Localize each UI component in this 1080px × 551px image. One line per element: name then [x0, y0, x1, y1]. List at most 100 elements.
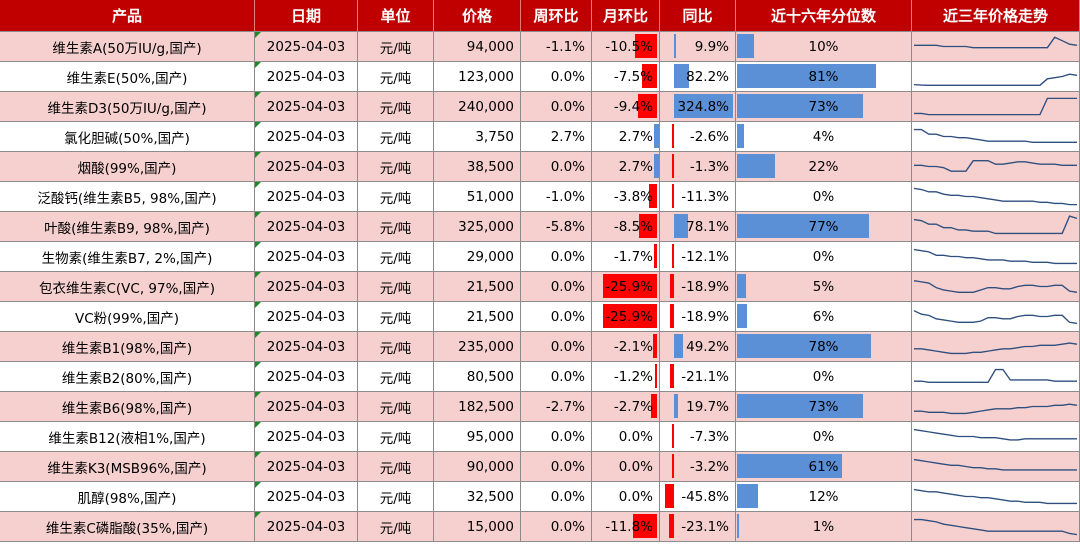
- table-row[interactable]: 维生素D3(50万IU/g,国产) 2025-04-03 元/吨 240,000 0.0…: [0, 92, 1080, 122]
- unit-cell: 元/吨: [358, 62, 434, 92]
- percentile-bar: [737, 454, 842, 478]
- trend-cell: [912, 452, 1080, 482]
- price-cell: 32,500: [434, 482, 521, 512]
- mom-bar: [653, 244, 657, 268]
- unit-value: 元/吨: [379, 340, 412, 357]
- unit-value: 元/吨: [379, 460, 412, 477]
- table-row[interactable]: 包衣维生素C(VC, 97%,国产) 2025-04-03 元/吨 21,500 0.0…: [0, 272, 1080, 302]
- trend-line: [913, 160, 1078, 172]
- mom-cell: -2.1%: [592, 332, 660, 362]
- header-wow[interactable]: 周环比: [521, 0, 592, 32]
- yoy-cell: 78.1%: [660, 212, 736, 242]
- table-row[interactable]: 维生素A(50万IU/g,国产) 2025-04-03 元/吨 94,000 -1.1%…: [0, 32, 1080, 62]
- table-row[interactable]: VC粉(99%,国产) 2025-04-03 元/吨 21,500 0.0% -25.9%…: [0, 302, 1080, 332]
- header-trend[interactable]: 近三年价格走势: [912, 0, 1080, 32]
- date-value: 2025-04-03: [266, 218, 346, 235]
- trend-line: [913, 428, 1078, 441]
- mom-value: -25.9%: [605, 278, 653, 295]
- table-row[interactable]: 生物素(维生素B7, 2%,国产) 2025-04-03 元/吨 29,000 0.0%…: [0, 242, 1080, 272]
- trend-line: [913, 342, 1078, 355]
- header-price[interactable]: 价格: [434, 0, 521, 32]
- table-row[interactable]: 维生素B6(98%,国产) 2025-04-03 元/吨 182,500 -2.7% -2…: [0, 392, 1080, 422]
- table-row[interactable]: 维生素C磷脂酸(35%,国产) 2025-04-03 元/吨 15,000 0.0% -1…: [0, 512, 1080, 542]
- table-row[interactable]: 维生素B12(液相1%,国产) 2025-04-03 元/吨 95,000 0.0% 0.…: [0, 422, 1080, 452]
- yoy-value: 78.1%: [686, 218, 729, 235]
- yoy-cell: -21.1%: [660, 362, 736, 392]
- mom-cell: -3.8%: [592, 182, 660, 212]
- wow-cell: 0.0%: [521, 92, 592, 122]
- product-cell: 维生素B12(液相1%,国产): [0, 422, 255, 452]
- comment-marker: [255, 242, 261, 248]
- yoy-bar: [671, 244, 674, 268]
- date-cell: 2025-04-03: [255, 482, 358, 512]
- price-value: 15,000: [466, 518, 514, 535]
- yoy-bar: [674, 334, 683, 358]
- table-row[interactable]: 维生素K3(MSB96%,国产) 2025-04-03 元/吨 90,000 0.0% 0…: [0, 452, 1080, 482]
- percentile-cell: 81%: [736, 62, 912, 92]
- price-value: 182,500: [458, 398, 514, 415]
- product-cell: 生物素(维生素B7, 2%,国产): [0, 242, 255, 272]
- table-row[interactable]: 维生素B2(80%,国产) 2025-04-03 元/吨 80,500 0.0% -1.2…: [0, 362, 1080, 392]
- yoy-value: -21.1%: [681, 368, 729, 385]
- mom-value: 0.0%: [618, 428, 653, 445]
- table-row[interactable]: 泛酸钙(维生素B5, 98%,国产) 2025-04-03 元/吨 51,000 -1.…: [0, 182, 1080, 212]
- comment-marker: [255, 452, 261, 458]
- trend-cell: [912, 272, 1080, 302]
- table-header: 产品 日期 单位 价格 周环比 月环比 同比 近十六年分位数 近三年价格走势: [0, 0, 1080, 32]
- mom-value: -9.4%: [613, 98, 653, 115]
- unit-cell: 元/吨: [358, 302, 434, 332]
- header-yoy[interactable]: 同比: [660, 0, 736, 32]
- mom-value: 2.7%: [618, 158, 653, 175]
- mom-cell: -10.5%: [592, 32, 660, 62]
- unit-value: 元/吨: [379, 100, 412, 117]
- comment-marker: [255, 32, 261, 38]
- price-value: 90,000: [466, 458, 514, 475]
- unit-cell: 元/吨: [358, 92, 434, 122]
- table-row[interactable]: 肌醇(98%,国产) 2025-04-03 元/吨 32,500 0.0% 0.0% -45…: [0, 482, 1080, 512]
- yoy-value: -7.3%: [689, 428, 729, 445]
- date-value: 2025-04-03: [266, 428, 346, 445]
- yoy-cell: -23.1%: [660, 512, 736, 542]
- percentile-cell: 4%: [736, 122, 912, 152]
- table-row[interactable]: 维生素B1(98%,国产) 2025-04-03 元/吨 235,000 0.0% -2.…: [0, 332, 1080, 362]
- table-row[interactable]: 氯化胆碱(50%,国产) 2025-04-03 元/吨 3,750 2.7% 2.7% -2…: [0, 122, 1080, 152]
- trend-cell: [912, 362, 1080, 392]
- yoy-cell: 49.2%: [660, 332, 736, 362]
- product-name: 叶酸(维生素B9, 98%,国产): [44, 220, 210, 237]
- product-cell: 泛酸钙(维生素B5, 98%,国产): [0, 182, 255, 212]
- unit-value: 元/吨: [379, 160, 412, 177]
- mom-bar: [649, 184, 657, 208]
- table-row[interactable]: 叶酸(维生素B9, 98%,国产) 2025-04-03 元/吨 325,000 -5.…: [0, 212, 1080, 242]
- date-cell: 2025-04-03: [255, 422, 358, 452]
- comment-marker: [255, 362, 261, 368]
- header-mom[interactable]: 月环比: [592, 0, 660, 32]
- unit-value: 元/吨: [379, 130, 412, 147]
- header-percentile[interactable]: 近十六年分位数: [736, 0, 912, 32]
- unit-cell: 元/吨: [358, 392, 434, 422]
- mom-cell: -25.9%: [592, 302, 660, 332]
- yoy-bar: [671, 184, 674, 208]
- yoy-cell: -18.9%: [660, 302, 736, 332]
- unit-cell: 元/吨: [358, 32, 434, 62]
- trend-cell: [912, 332, 1080, 362]
- trend-sparkline: [913, 458, 1078, 471]
- trend-line: [913, 36, 1078, 49]
- yoy-cell: -1.3%: [660, 152, 736, 182]
- table-row[interactable]: 维生素E(50%,国产) 2025-04-03 元/吨 123,000 0.0% -7.5…: [0, 62, 1080, 92]
- yoy-cell: -45.8%: [660, 482, 736, 512]
- yoy-value: 19.7%: [686, 398, 729, 415]
- header-unit[interactable]: 单位: [358, 0, 434, 32]
- trend-line: [913, 128, 1078, 143]
- yoy-value: -1.3%: [689, 158, 729, 175]
- header-product[interactable]: 产品: [0, 0, 255, 32]
- percentile-cell: 0%: [736, 242, 912, 272]
- price-cell: 15,000: [434, 512, 521, 542]
- date-cell: 2025-04-03: [255, 332, 358, 362]
- header-date[interactable]: 日期: [255, 0, 358, 32]
- mom-cell: -2.7%: [592, 392, 660, 422]
- table-row[interactable]: 烟酸(99%,国产) 2025-04-03 元/吨 38,500 0.0% 2.7% -1.…: [0, 152, 1080, 182]
- unit-value: 元/吨: [379, 190, 412, 207]
- unit-cell: 元/吨: [358, 152, 434, 182]
- percentile-value: 5%: [812, 278, 835, 295]
